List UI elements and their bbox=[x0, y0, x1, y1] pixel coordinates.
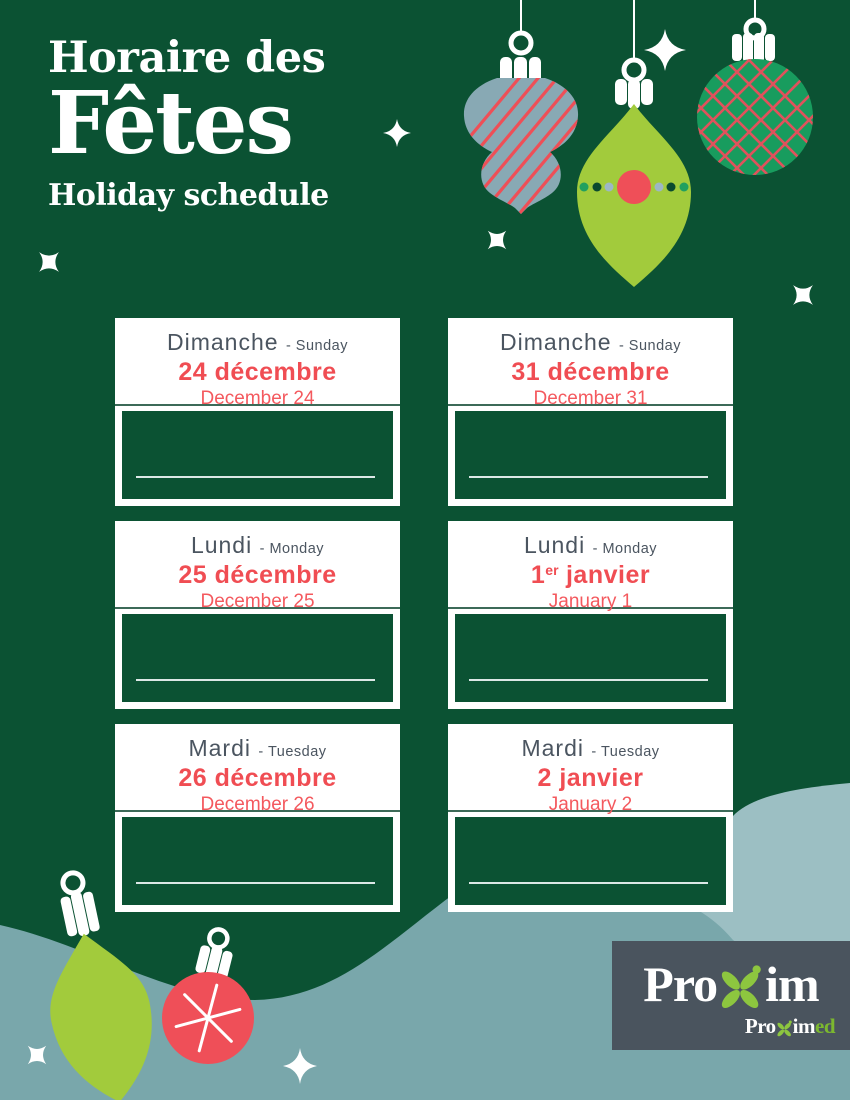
poster-title: Horaire des Fêtes Holiday schedule bbox=[48, 33, 329, 213]
card-header: Dimanche - Sunday 24 décembre December 2… bbox=[115, 318, 400, 409]
hours-panel bbox=[455, 817, 726, 905]
schedule-card-dec-25: Lundi - Monday 25 décembre December 25 bbox=[115, 521, 400, 709]
hours-blank-line bbox=[136, 882, 375, 884]
striped-finial-ornament-icon bbox=[463, 30, 579, 214]
proximed-x-icon bbox=[777, 1020, 792, 1036]
date-fr: 1 bbox=[530, 561, 546, 589]
date-fr: 26 décembre bbox=[178, 764, 337, 792]
title-line-2: Fêtes bbox=[48, 73, 294, 175]
hours-blank-line bbox=[469, 476, 708, 478]
sparkle-star-icon bbox=[383, 119, 411, 147]
date-en: December 26 bbox=[200, 794, 315, 815]
day-name-fr: Lundi bbox=[523, 532, 586, 558]
day-name-fr: Dimanche bbox=[167, 329, 279, 355]
title-subtitle-en: Holiday schedule bbox=[48, 177, 329, 213]
hours-panel bbox=[122, 614, 393, 702]
proximed-wordmark: Pro im ed bbox=[744, 1014, 836, 1039]
day-name-en: - Monday bbox=[592, 541, 658, 557]
card-header: Mardi - Tuesday 26 décembre December 26 bbox=[115, 724, 400, 815]
date-fr: 31 décembre bbox=[511, 358, 670, 386]
date-en: December 25 bbox=[200, 591, 315, 612]
card-header: Lundi - Monday 25 décembre December 25 bbox=[115, 521, 400, 612]
schedule-card-jan-2: Mardi - Tuesday 2 janvier January 2 bbox=[448, 724, 733, 912]
red-ball-snowflake-ornament-icon bbox=[162, 927, 254, 1064]
date-fr: 2 janvier bbox=[537, 764, 644, 792]
ornament-strings bbox=[520, 0, 756, 60]
card-header: Mardi - Tuesday 2 janvier January 2 bbox=[448, 724, 733, 815]
sub-text-suffix: ed bbox=[815, 1014, 836, 1038]
proxim-logo: Pro im Pro im ed bbox=[612, 941, 850, 1050]
sub-text-mid: im bbox=[792, 1014, 816, 1038]
hours-blank-line bbox=[469, 882, 708, 884]
day-name-en: - Tuesday bbox=[591, 744, 660, 760]
schedule-card-dec-24: Dimanche - Sunday 24 décembre December 2… bbox=[115, 318, 400, 506]
dotted-teardrop-ornament-icon bbox=[577, 57, 691, 287]
hours-panel bbox=[455, 411, 726, 499]
proxim-x-icon bbox=[722, 965, 761, 1008]
day-name-en: - Monday bbox=[259, 541, 325, 557]
schedule-card-dec-31: Dimanche - Sunday 31 décembre December 3… bbox=[448, 318, 733, 506]
hours-blank-line bbox=[136, 476, 375, 478]
day-name-fr: Dimanche bbox=[500, 329, 612, 355]
brand-text-pre: Pro bbox=[643, 956, 718, 1012]
day-name-fr: Lundi bbox=[190, 532, 253, 558]
date-en: December 24 bbox=[200, 388, 315, 409]
day-name-en: - Sunday bbox=[618, 338, 681, 354]
hours-blank-line bbox=[469, 679, 708, 681]
day-name-fr: Mardi bbox=[521, 735, 584, 761]
hours-blank-line bbox=[136, 679, 375, 681]
schedule-card-jan-1: Lundi - Monday 1er janvier January 1 bbox=[448, 521, 733, 709]
sparkle-star-icon bbox=[644, 29, 686, 71]
brand-text-post: im bbox=[765, 956, 820, 1012]
date-fr-tail: janvier bbox=[558, 561, 651, 589]
plaid-ball-ornament-icon bbox=[697, 17, 813, 175]
date-fr: 25 décembre bbox=[178, 561, 337, 589]
date-fr: 24 décembre bbox=[178, 358, 337, 386]
sparkle-x-icon bbox=[793, 285, 813, 305]
hours-panel bbox=[122, 817, 393, 905]
day-name-en: - Tuesday bbox=[258, 744, 327, 760]
snowflake-icon bbox=[174, 983, 242, 1053]
date-en: December 31 bbox=[533, 388, 648, 409]
hours-panel bbox=[122, 411, 393, 499]
date-en: January 2 bbox=[548, 794, 633, 815]
day-name-en: - Sunday bbox=[285, 338, 348, 354]
sparkle-x-icon bbox=[39, 252, 59, 272]
day-name-fr: Mardi bbox=[188, 735, 251, 761]
sub-text-pre: Pro bbox=[744, 1014, 776, 1038]
sparkle-star-icon bbox=[283, 1048, 317, 1084]
title-line-1: Horaire des bbox=[48, 33, 326, 83]
card-header: Lundi - Monday 1er janvier January 1 bbox=[448, 521, 733, 612]
date-en: January 1 bbox=[548, 591, 633, 612]
schedule-card-dec-26: Mardi - Tuesday 26 décembre December 26 bbox=[115, 724, 400, 912]
proxim-wordmark: Pro im bbox=[612, 955, 850, 1013]
sparkle-x-icon bbox=[487, 230, 507, 250]
sparkle-x-icon bbox=[27, 1045, 47, 1065]
date-fr-sup: er bbox=[545, 562, 559, 578]
card-header: Dimanche - Sunday 31 décembre December 3… bbox=[448, 318, 733, 409]
hours-panel bbox=[455, 614, 726, 702]
